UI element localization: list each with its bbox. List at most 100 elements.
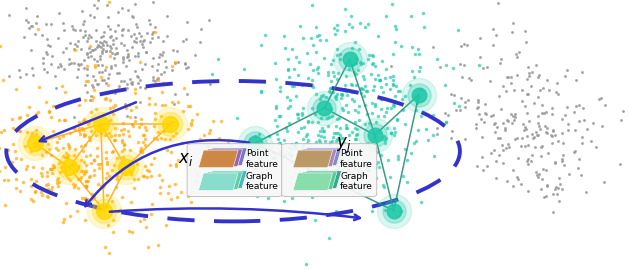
Point <box>570 110 580 114</box>
Point <box>37 173 47 178</box>
Polygon shape <box>297 172 337 190</box>
Point <box>169 102 179 106</box>
Point <box>93 208 103 212</box>
Point <box>355 91 365 95</box>
Point <box>594 96 604 101</box>
Point <box>93 43 103 47</box>
Point <box>92 154 102 158</box>
Point <box>72 62 83 67</box>
Point <box>0 165 10 169</box>
Point <box>86 94 96 98</box>
Point <box>463 98 473 102</box>
Point <box>62 156 72 160</box>
Point <box>27 130 37 135</box>
Point <box>488 113 498 118</box>
Point <box>407 45 417 49</box>
Point <box>541 130 551 134</box>
Point <box>486 151 496 156</box>
Point <box>554 199 564 203</box>
Point <box>511 52 521 57</box>
Point <box>413 47 423 51</box>
Point <box>83 55 93 59</box>
Polygon shape <box>203 149 243 167</box>
Point <box>101 65 112 69</box>
Point <box>96 78 106 82</box>
Point <box>14 68 24 72</box>
Point <box>527 132 537 136</box>
Point <box>388 82 398 86</box>
Point <box>79 19 89 23</box>
Point <box>250 141 260 145</box>
Point <box>308 68 318 72</box>
Point <box>146 162 156 166</box>
Point <box>387 103 398 107</box>
Point <box>477 135 487 140</box>
Point <box>317 177 327 181</box>
Point <box>96 122 106 126</box>
Point <box>415 65 425 69</box>
Point <box>65 131 75 136</box>
Point <box>149 111 159 115</box>
Point <box>375 78 385 82</box>
Point <box>307 120 317 124</box>
Point <box>485 79 495 83</box>
Point <box>423 138 433 143</box>
Point <box>377 97 387 101</box>
Point <box>135 78 146 82</box>
Point <box>333 155 343 160</box>
Point <box>117 167 127 171</box>
Point <box>76 158 86 162</box>
Point <box>298 137 308 141</box>
Point <box>152 76 163 80</box>
Point <box>418 25 428 29</box>
Point <box>118 60 129 65</box>
Point <box>79 169 89 174</box>
Point <box>168 133 178 138</box>
Point <box>270 118 280 122</box>
Point <box>574 103 584 107</box>
Point <box>214 136 224 141</box>
Point <box>96 127 106 131</box>
Point <box>93 82 103 86</box>
Point <box>89 3 99 8</box>
Point <box>72 43 83 48</box>
Point <box>81 163 91 168</box>
Point <box>42 69 52 74</box>
Point <box>374 34 384 38</box>
Point <box>583 127 593 131</box>
Point <box>135 39 145 43</box>
Point <box>449 93 459 97</box>
Point <box>481 164 491 168</box>
Point <box>537 111 547 116</box>
Point <box>67 164 77 168</box>
Point <box>248 153 258 157</box>
Point <box>61 201 71 205</box>
Point <box>557 116 567 121</box>
Point <box>536 145 546 149</box>
Point <box>284 106 294 110</box>
Point <box>574 157 584 162</box>
Point <box>337 92 347 96</box>
Point <box>254 131 264 136</box>
Point <box>84 46 94 51</box>
Point <box>110 126 120 130</box>
Point <box>316 133 326 138</box>
Point <box>103 24 113 28</box>
Point <box>132 25 142 29</box>
Point <box>345 22 355 26</box>
Point <box>90 47 100 51</box>
Point <box>343 167 353 171</box>
Point <box>33 109 43 114</box>
Point <box>122 54 132 58</box>
Point <box>363 57 373 61</box>
Point <box>55 169 66 174</box>
Point <box>28 198 38 203</box>
Point <box>80 83 90 88</box>
Point <box>268 156 278 161</box>
Point <box>527 70 537 74</box>
Text: Graph
feature: Graph feature <box>340 172 373 191</box>
Point <box>26 177 37 181</box>
Point <box>333 130 343 135</box>
Point <box>329 130 340 135</box>
Point <box>100 39 110 43</box>
